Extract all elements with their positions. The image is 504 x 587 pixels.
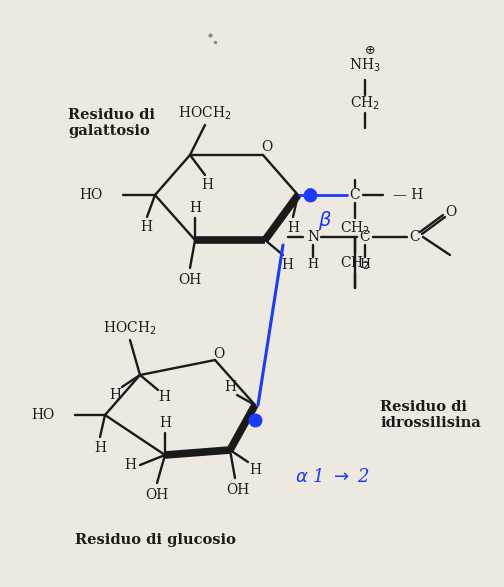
Text: O: O: [249, 413, 261, 427]
Text: H: H: [124, 458, 136, 472]
Text: OH: OH: [226, 483, 249, 497]
Text: H: H: [287, 221, 299, 235]
Text: Residuo di glucosio: Residuo di glucosio: [75, 533, 236, 547]
Text: OH: OH: [178, 273, 202, 287]
Text: N: N: [307, 230, 319, 244]
Text: O: O: [262, 140, 273, 154]
Text: NH$_3$: NH$_3$: [349, 56, 381, 74]
Text: H: H: [94, 441, 106, 455]
Text: H: H: [159, 416, 171, 430]
Text: OH: OH: [145, 488, 169, 502]
Text: H: H: [189, 201, 201, 215]
Text: HO: HO: [80, 188, 103, 202]
Text: $\alpha$ 1 $\rightarrow$ 2: $\alpha$ 1 $\rightarrow$ 2: [295, 468, 370, 486]
Text: H: H: [158, 390, 170, 404]
Text: C: C: [350, 188, 360, 202]
Text: HOCH$_2$: HOCH$_2$: [103, 319, 157, 337]
Text: H: H: [281, 258, 293, 272]
Text: O: O: [446, 205, 457, 219]
Text: H: H: [109, 388, 121, 402]
Text: H: H: [307, 258, 319, 272]
Text: C: C: [410, 230, 420, 244]
Text: Residuo di
idrossilisina: Residuo di idrossilisina: [380, 400, 481, 430]
Text: H: H: [249, 463, 261, 477]
Text: O: O: [213, 347, 225, 361]
Text: H: H: [359, 258, 370, 272]
Text: $\beta$: $\beta$: [318, 208, 332, 231]
Text: HO: HO: [32, 408, 55, 422]
Text: H: H: [201, 178, 213, 192]
Text: Residuo di
galattosio: Residuo di galattosio: [68, 108, 155, 138]
Text: C: C: [360, 230, 370, 244]
Text: O: O: [304, 188, 316, 201]
Text: H: H: [140, 220, 152, 234]
Text: H: H: [224, 380, 236, 394]
Text: CH$_2$: CH$_2$: [340, 254, 370, 272]
Text: CH$_2$: CH$_2$: [350, 95, 380, 112]
Text: — H: — H: [393, 188, 423, 202]
Text: CH$_2$: CH$_2$: [340, 220, 370, 237]
Text: HOCH$_2$: HOCH$_2$: [178, 104, 232, 122]
Text: $\oplus$: $\oplus$: [364, 43, 375, 56]
